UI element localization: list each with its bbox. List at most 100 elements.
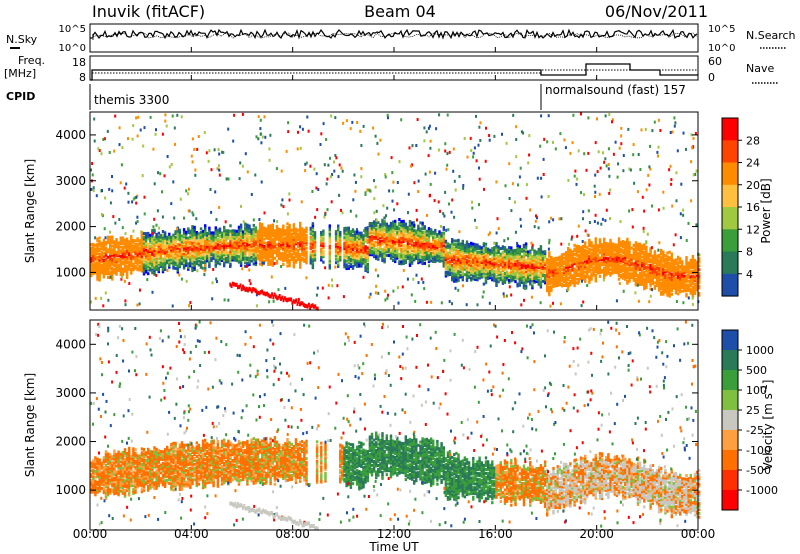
scatter-cell <box>562 267 566 271</box>
scatter-cell <box>246 245 249 249</box>
scatter-cell <box>643 254 646 258</box>
scatter-cell <box>176 243 179 247</box>
scatter-cell <box>408 256 412 260</box>
scatter-cell <box>518 263 521 267</box>
scatter-cell <box>383 232 386 236</box>
scatter-cell <box>527 268 530 272</box>
scatter-cell <box>440 239 443 243</box>
scatter-cell <box>123 240 127 244</box>
scatter-cell <box>470 262 473 265</box>
scatter-cell <box>282 233 285 237</box>
scatter-cell <box>193 266 196 270</box>
scatter-cell <box>356 261 359 265</box>
scatter-cell <box>383 236 386 240</box>
scatter-cell <box>400 251 403 255</box>
scatter-cell <box>92 253 95 257</box>
scatter-cell <box>472 277 475 281</box>
scatter-cell <box>586 268 589 272</box>
scatter-cell <box>448 254 452 258</box>
scatter-cell <box>233 231 236 235</box>
scatter-cell <box>603 243 606 247</box>
scatter-cell <box>140 256 144 260</box>
scatter-cell <box>518 278 521 282</box>
scatter-cell <box>216 228 220 232</box>
scatter-cell <box>406 233 410 237</box>
scatter-cell <box>387 239 391 243</box>
scatter-cell <box>144 257 148 261</box>
scatter-cell <box>535 274 538 278</box>
scatter-cell <box>223 234 226 238</box>
scatter-cell <box>394 236 397 240</box>
scatter-cell <box>681 265 684 269</box>
scatter-cell <box>180 241 184 245</box>
scatter-cell <box>353 263 357 267</box>
scatter-cell <box>465 273 469 277</box>
scatter-cell <box>417 261 420 265</box>
scatter-cell <box>242 230 245 234</box>
scatter-cell <box>197 259 201 263</box>
scatter-cell <box>136 262 139 266</box>
scatter-cell <box>533 256 536 260</box>
scatter-cell <box>461 267 464 271</box>
scatter-cell <box>372 233 376 237</box>
scatter-cell <box>524 268 528 272</box>
scatter-cell <box>465 267 469 271</box>
scatter-cell <box>647 272 650 276</box>
scatter-cell <box>638 279 642 283</box>
scatter-cell <box>560 282 564 286</box>
scatter-cell <box>666 280 669 284</box>
scatter-cell <box>427 238 431 242</box>
scatter-cell <box>617 250 621 254</box>
scatter-cell <box>387 226 391 230</box>
scatter-cell <box>358 259 361 263</box>
scatter-cell <box>345 259 348 263</box>
scatter-cell <box>303 228 306 232</box>
scatter-cell <box>303 252 306 256</box>
scatter-cell <box>109 243 112 247</box>
scatter-cell <box>596 268 600 272</box>
scatter-cell <box>140 245 144 249</box>
scatter-cell <box>370 231 374 235</box>
scatter-cell <box>434 245 437 249</box>
scatter-cell <box>313 245 317 249</box>
scatter-cell <box>387 248 391 252</box>
scatter-cell <box>465 260 469 264</box>
scatter-cell <box>296 250 300 254</box>
scatter-cell <box>387 233 391 237</box>
scatter-cell <box>377 248 380 252</box>
scatter-cell <box>345 226 348 230</box>
scatter-cell <box>400 231 403 235</box>
scatter-cell <box>427 252 431 256</box>
scatter-cell <box>638 242 642 246</box>
scatter-cell <box>681 262 684 266</box>
scatter-cell <box>187 245 190 249</box>
scatter-cell <box>522 245 526 249</box>
scatter-cell <box>461 269 464 273</box>
scatter-cell <box>565 280 568 284</box>
scatter-cell <box>489 265 492 269</box>
scatter-cell <box>581 255 585 259</box>
scatter-cell <box>489 258 492 261</box>
scatter-cell <box>679 266 682 270</box>
scatter-cell <box>436 233 439 237</box>
scatter-cell <box>560 277 564 281</box>
scatter-cell <box>438 254 441 258</box>
scatter-cell <box>617 268 621 272</box>
scatter-cell <box>645 273 648 277</box>
scatter-cell <box>600 245 604 248</box>
scatter-cell <box>311 262 315 266</box>
scatter-cell <box>537 282 540 286</box>
scatter-cell <box>153 267 156 271</box>
scatter-cell <box>425 238 429 242</box>
scatter-cell <box>119 258 122 262</box>
scatter-cell <box>577 274 581 278</box>
scatter-cell <box>588 247 591 251</box>
scatter-cell <box>638 272 642 275</box>
scatter-cell <box>641 260 644 264</box>
scatter-cell <box>391 255 395 259</box>
scatter-cell <box>345 265 348 269</box>
scatter-cell <box>486 260 490 264</box>
scatter-cell <box>210 238 213 242</box>
scatter-cell <box>588 244 591 248</box>
scatter-cell <box>543 250 547 254</box>
